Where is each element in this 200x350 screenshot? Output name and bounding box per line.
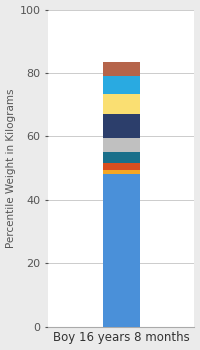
- Bar: [103, 163, 140, 170]
- Bar: [103, 170, 140, 174]
- Y-axis label: Percentile Weight in Kilograms: Percentile Weight in Kilograms: [6, 88, 16, 248]
- Bar: [103, 174, 140, 327]
- Bar: [103, 76, 140, 93]
- Bar: [103, 62, 140, 76]
- Bar: [103, 152, 140, 163]
- Bar: [103, 138, 140, 152]
- Bar: [103, 93, 140, 114]
- Bar: [103, 114, 140, 138]
